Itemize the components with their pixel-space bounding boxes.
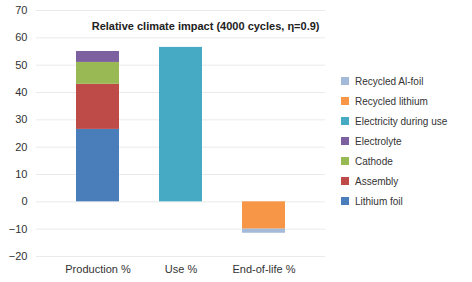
html-text:Electrolyte: Electrolyte: [355, 135, 402, 147]
svg-text:40: 40: [15, 86, 27, 98]
svg-text:60: 60: [15, 31, 27, 43]
html-text:Electricity during use: Electricity during use: [355, 115, 448, 127]
svg-text:50: 50: [15, 59, 27, 71]
svg-text:Production %: Production %: [65, 263, 131, 275]
html-text:Lithium foil: Lithium foil: [355, 195, 403, 207]
html-text:Recycled lithium: Recycled lithium: [355, 95, 428, 107]
svg-text:−10: −10: [9, 223, 28, 235]
svg-text:70: 70: [15, 4, 27, 16]
svg-text:30: 30: [15, 113, 27, 125]
svg-text:Relative climate impact (4000: Relative climate impact (4000 cycles, η=…: [92, 20, 320, 32]
html-text:Recycled Al-foil: Recycled Al-foil: [355, 75, 424, 87]
svg-text:−20: −20: [9, 250, 28, 262]
svg-text:10: 10: [15, 168, 27, 180]
svg-text:20: 20: [15, 141, 27, 153]
svg-text:0: 0: [21, 195, 27, 207]
svg-text:End-of-life %: End-of-life %: [233, 263, 296, 275]
svg-text:Use %: Use %: [165, 263, 198, 275]
html-text:Cathode: Cathode: [355, 155, 393, 167]
html-text:Assembly: Assembly: [355, 175, 399, 187]
